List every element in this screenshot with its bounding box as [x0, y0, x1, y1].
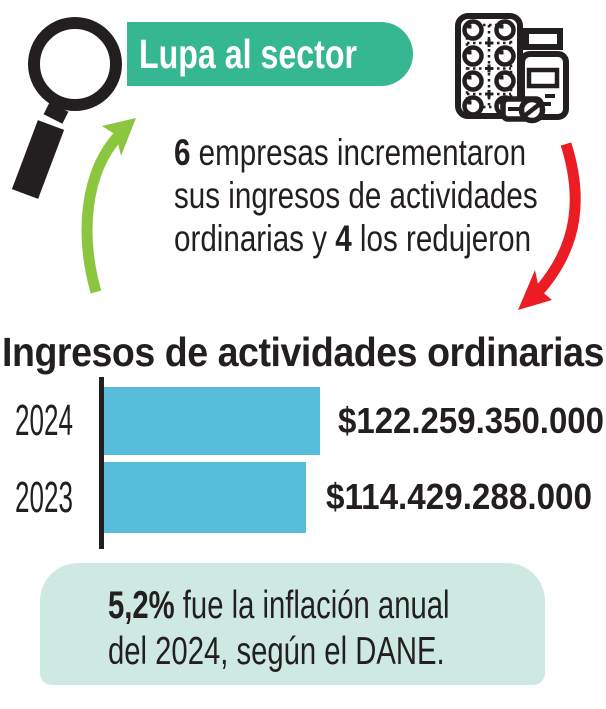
value-label-2023: $114.429.288.000 — [326, 476, 592, 517]
summary-line-3: ordinarias y 4 los redujeron — [174, 218, 532, 259]
inflation-note-text: 5,2% fue la inflación anual del 2024, se… — [108, 583, 450, 675]
medicine-blister-and-bottle-icon — [455, 13, 569, 124]
summary-line-2: sus ingresos de actividades — [174, 175, 538, 216]
note-line-1: 5,2% fue la inflación anual — [108, 584, 450, 627]
note-line-2: del 2024, según el DANE. — [108, 630, 445, 673]
bar-2023 — [104, 462, 306, 533]
chart-title: Ingresos de actividades ordinarias — [2, 329, 604, 375]
curved-arrow-up-icon — [81, 118, 136, 294]
chart-y-axis — [99, 377, 104, 549]
inflation-note-box: 5,2% fue la inflación anual del 2024, se… — [40, 563, 545, 685]
magnifying-glass-icon — [11, 17, 122, 199]
bar-2024 — [104, 387, 320, 455]
curved-arrow-down-icon — [518, 142, 581, 310]
year-label-2024: 2024 — [15, 396, 73, 445]
section-banner: Lupa al sector — [127, 22, 413, 86]
summary-text: 6 empresas incrementaron sus ingresos de… — [174, 131, 538, 260]
banner-title: Lupa al sector — [139, 30, 358, 77]
summary-line-1: 6 empresas incrementaron — [174, 132, 527, 173]
value-label-2024: $122.259.350.000 — [338, 400, 604, 441]
year-label-2023: 2023 — [15, 473, 73, 522]
